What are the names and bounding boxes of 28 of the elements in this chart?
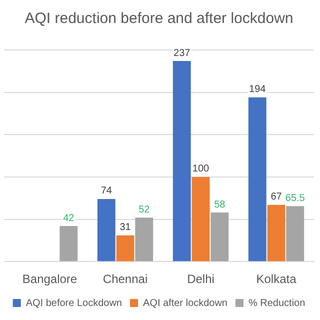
- bar: [192, 176, 210, 262]
- x-tick-label: Kolkata: [256, 272, 297, 286]
- bar: [248, 97, 266, 262]
- bar: [60, 226, 78, 262]
- data-label: 42: [63, 212, 75, 224]
- bar: [286, 206, 304, 262]
- data-label: 67: [270, 192, 282, 203]
- x-tick-label: Chennai: [102, 272, 148, 286]
- data-label: 100: [192, 164, 210, 175]
- bar: [135, 218, 154, 262]
- bar: [116, 235, 134, 262]
- bar: [210, 212, 229, 262]
- legend-label: % Reduction: [248, 298, 306, 309]
- x-tick-label: Bangalore: [22, 272, 78, 286]
- data-label: 65.5: [285, 192, 306, 204]
- chart-title: AQI reduction before and after lockdown: [24, 10, 294, 28]
- legend-label: AQI before Lockdown: [26, 298, 122, 309]
- data-label: 52: [138, 204, 150, 216]
- x-tick-label: Delhi: [187, 272, 214, 286]
- data-label: 194: [249, 84, 266, 96]
- data-label: 31: [120, 222, 132, 234]
- bar: [267, 204, 286, 262]
- bar: [97, 198, 116, 262]
- data-label: 237: [174, 48, 191, 59]
- legend-label: AQI after lockdown: [142, 298, 228, 309]
- data-label: 58: [214, 199, 226, 210]
- data-label: 74: [100, 186, 112, 197]
- bar: [172, 61, 191, 262]
